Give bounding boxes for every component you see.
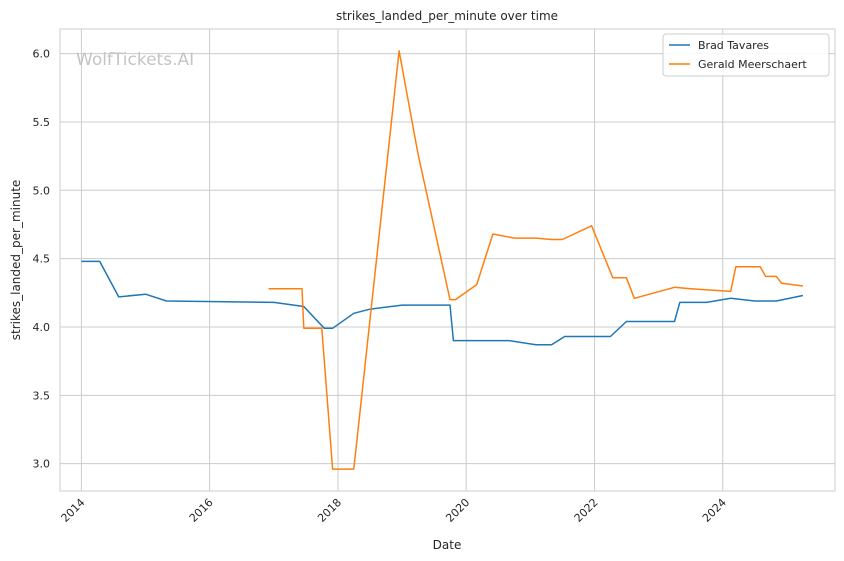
- watermark: WolfTickets.AI: [76, 50, 194, 70]
- legend-box: [662, 33, 830, 77]
- series-layer: [81, 50, 804, 470]
- y-tick-label: 4.0: [33, 321, 51, 334]
- y-tick-label: 3.5: [33, 389, 51, 402]
- y-axis-label: strikes_landed_per_minute: [9, 180, 23, 341]
- plot-frame: [59, 28, 836, 492]
- grid-lines: [60, 29, 835, 491]
- x-axis-label: Date: [433, 538, 462, 552]
- legend-label: Brad Tavares: [698, 39, 769, 52]
- y-tick-label: 5.5: [33, 116, 51, 129]
- y-tick-label: 5.0: [33, 184, 51, 197]
- y-tick-label: 3.0: [33, 458, 51, 471]
- legend-label: Gerald Meerschaert: [698, 58, 807, 71]
- legend: Brad Tavares Gerald Meerschaert: [662, 33, 830, 77]
- plot-background: [60, 29, 835, 491]
- y-axis-ticks: 3.0 3.5 4.0 4.5 5.0 5.5 6.0: [33, 48, 51, 471]
- y-tick-label: 6.0: [33, 48, 51, 61]
- series-line-brad-tavares: [81, 260, 804, 346]
- chart-title: strikes_landed_per_minute over time: [336, 9, 558, 23]
- series-line-gerald-meerschaert: [268, 50, 803, 470]
- plot-area: WolfTickets.AI: [59, 28, 836, 492]
- y-tick-label: 4.5: [33, 253, 51, 266]
